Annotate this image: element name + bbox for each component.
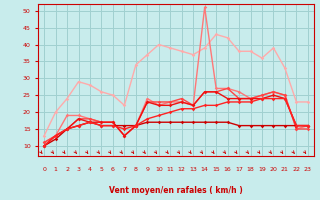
X-axis label: Vent moyen/en rafales ( km/h ): Vent moyen/en rafales ( km/h ) xyxy=(109,186,243,195)
